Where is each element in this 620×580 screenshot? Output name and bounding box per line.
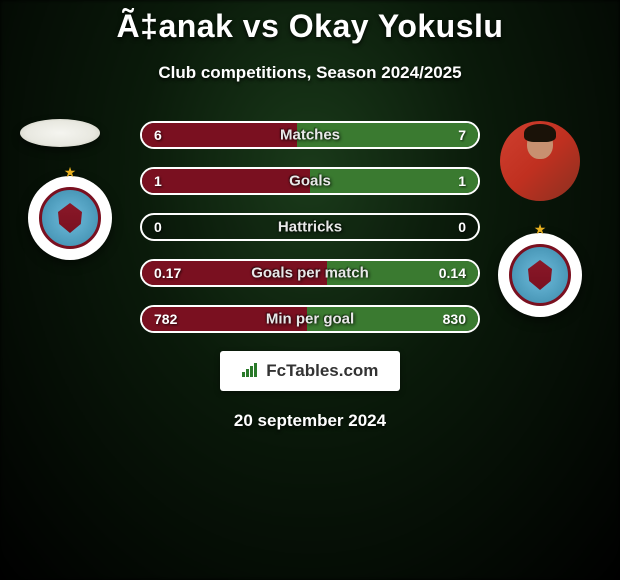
bar-fill-right bbox=[310, 169, 478, 193]
brand-logo[interactable]: FcTables.com bbox=[220, 351, 401, 391]
club-left-inner bbox=[39, 187, 101, 249]
stat-row: 782 Min per goal 830 bbox=[140, 305, 480, 333]
chart-icon bbox=[242, 361, 265, 380]
date-label: 20 september 2024 bbox=[0, 411, 620, 431]
player-right-avatar bbox=[500, 121, 580, 201]
comparison-area: ★ ★ 6 Matches 7 1 Goals 1 0 Hattricks 0 0.17 Goals… bbox=[0, 121, 620, 431]
footer: FcTables.com 20 september 2024 bbox=[0, 351, 620, 431]
stat-value-left: 782 bbox=[154, 311, 177, 327]
stat-row: 0.17 Goals per match 0.14 bbox=[140, 259, 480, 287]
star-icon: ★ bbox=[64, 164, 77, 181]
club-right-inner bbox=[509, 244, 571, 306]
stat-row: 6 Matches 7 bbox=[140, 121, 480, 149]
stat-bars: 6 Matches 7 1 Goals 1 0 Hattricks 0 0.17 Goals per… bbox=[140, 121, 480, 333]
subtitle: Club competitions, Season 2024/2025 bbox=[0, 63, 620, 83]
stat-value-right: 7 bbox=[458, 127, 466, 143]
bar-fill-left bbox=[142, 169, 310, 193]
page-title: Ã‡anak vs Okay Yokuslu bbox=[0, 0, 620, 45]
star-icon: ★ bbox=[534, 221, 547, 238]
stat-label: Hattricks bbox=[278, 219, 342, 236]
stat-value-right: 830 bbox=[443, 311, 466, 327]
stat-value-left: 0 bbox=[154, 219, 162, 235]
bar-fill-left bbox=[142, 123, 297, 147]
stat-value-right: 0.14 bbox=[439, 265, 466, 281]
stat-value-right: 1 bbox=[458, 173, 466, 189]
club-right-badge: ★ bbox=[498, 233, 582, 317]
stat-label: Goals bbox=[289, 173, 331, 190]
brand-text: FcTables.com bbox=[266, 361, 378, 380]
stat-value-left: 0.17 bbox=[154, 265, 181, 281]
player-left-avatar bbox=[20, 119, 100, 147]
stat-row: 0 Hattricks 0 bbox=[140, 213, 480, 241]
stat-value-left: 6 bbox=[154, 127, 162, 143]
comparison-card: Ã‡anak vs Okay Yokuslu Club competitions… bbox=[0, 0, 620, 580]
stat-value-left: 1 bbox=[154, 173, 162, 189]
stat-value-right: 0 bbox=[458, 219, 466, 235]
stat-label: Matches bbox=[280, 127, 340, 144]
club-left-badge: ★ bbox=[28, 176, 112, 260]
stat-row: 1 Goals 1 bbox=[140, 167, 480, 195]
stat-label: Min per goal bbox=[266, 311, 354, 328]
stat-label: Goals per match bbox=[251, 265, 369, 282]
